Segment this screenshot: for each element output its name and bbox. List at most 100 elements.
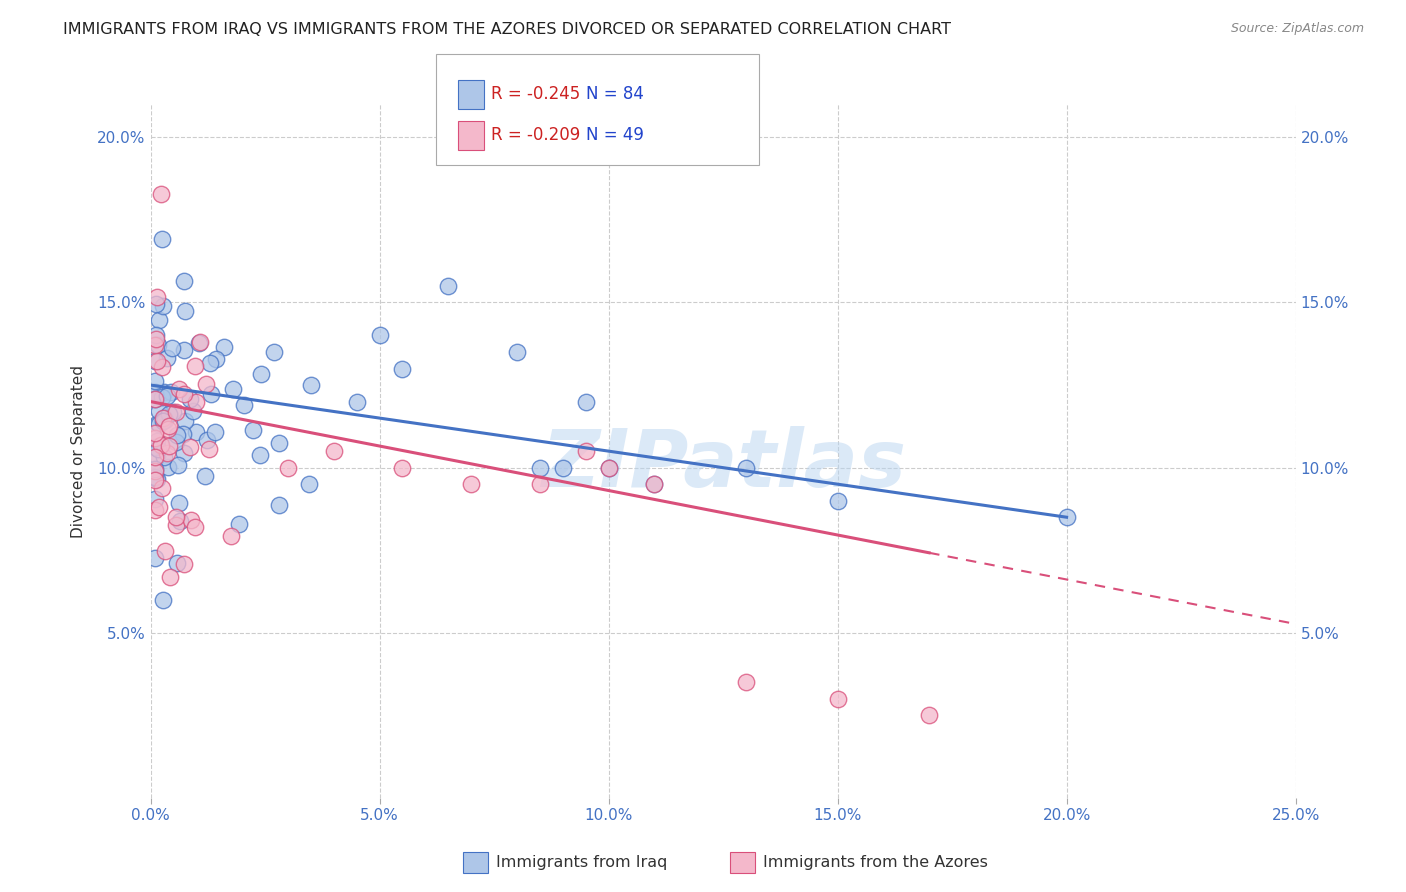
Text: N = 49: N = 49 — [586, 127, 644, 145]
Point — [152, 299, 174, 313]
Point — [143, 387, 166, 401]
Point — [188, 335, 211, 350]
Point — [368, 328, 391, 343]
Point — [299, 378, 322, 392]
Point — [148, 312, 170, 326]
Point — [156, 460, 179, 475]
Point — [143, 385, 166, 400]
Text: Source: ZipAtlas.com: Source: ZipAtlas.com — [1230, 22, 1364, 36]
Point — [153, 384, 176, 399]
Point — [166, 458, 188, 472]
Point — [346, 394, 368, 409]
Text: ZIPatlas: ZIPatlas — [540, 426, 905, 504]
Point — [184, 425, 207, 439]
Point — [145, 297, 167, 311]
Point — [214, 340, 236, 354]
Point — [575, 394, 598, 409]
Point — [827, 692, 849, 706]
Point — [228, 517, 250, 532]
Point — [157, 422, 180, 436]
Point — [148, 404, 170, 418]
Point — [143, 440, 166, 454]
Point — [187, 336, 209, 351]
Point — [183, 520, 205, 534]
Point — [180, 513, 202, 527]
Point — [167, 496, 190, 510]
Point — [184, 394, 207, 409]
Point — [167, 382, 190, 396]
Point — [146, 354, 169, 368]
Point — [150, 360, 173, 375]
Point — [598, 460, 620, 475]
Point — [529, 460, 551, 475]
Point — [146, 434, 169, 448]
Point — [145, 328, 167, 343]
Point — [143, 392, 166, 407]
Point — [143, 353, 166, 368]
Point — [145, 431, 167, 445]
Point — [157, 407, 180, 421]
Point — [166, 428, 188, 442]
Point — [181, 404, 204, 418]
Point — [165, 434, 187, 449]
Point — [148, 417, 170, 431]
Text: Immigrants from the Azores: Immigrants from the Azores — [763, 855, 988, 870]
Point — [159, 570, 181, 584]
Point — [153, 410, 176, 425]
Point — [219, 528, 242, 542]
Point — [143, 462, 166, 476]
Point — [322, 444, 344, 458]
Point — [222, 382, 245, 396]
Point — [242, 423, 264, 437]
Point — [143, 491, 166, 506]
Point — [179, 392, 201, 406]
Text: R = -0.245: R = -0.245 — [491, 86, 579, 103]
Point — [575, 444, 598, 458]
Text: R = -0.209: R = -0.209 — [491, 127, 579, 145]
Point — [150, 390, 173, 404]
Point — [143, 470, 166, 484]
Point — [146, 338, 169, 352]
Point — [143, 392, 166, 407]
Point — [506, 345, 529, 359]
Point — [160, 341, 183, 355]
Point — [157, 439, 180, 453]
Point — [143, 338, 166, 352]
Point — [437, 279, 460, 293]
Point — [143, 503, 166, 517]
Point — [173, 446, 195, 460]
Point — [391, 460, 413, 475]
Point — [173, 386, 195, 401]
Point — [152, 414, 174, 428]
Point — [143, 464, 166, 478]
Point — [529, 477, 551, 491]
Point — [233, 398, 256, 412]
Point — [149, 187, 172, 202]
Point — [143, 374, 166, 388]
Point — [267, 436, 290, 450]
Point — [205, 351, 228, 366]
Text: N = 84: N = 84 — [586, 86, 644, 103]
Point — [277, 460, 299, 475]
Point — [173, 343, 195, 358]
Point — [551, 460, 574, 475]
Point — [174, 414, 197, 428]
Point — [598, 460, 620, 475]
Point — [165, 518, 187, 533]
Point — [165, 509, 187, 524]
Point — [173, 303, 195, 318]
Point — [165, 405, 187, 419]
Point — [143, 550, 166, 565]
Point — [197, 442, 219, 456]
Point — [143, 473, 166, 487]
Point — [152, 592, 174, 607]
Point — [179, 440, 201, 454]
Point — [166, 556, 188, 570]
Point — [150, 481, 173, 495]
Point — [735, 675, 758, 690]
Point — [143, 425, 166, 440]
Point — [173, 558, 195, 572]
Point — [184, 359, 207, 373]
Point — [156, 389, 179, 403]
Point — [146, 417, 169, 431]
